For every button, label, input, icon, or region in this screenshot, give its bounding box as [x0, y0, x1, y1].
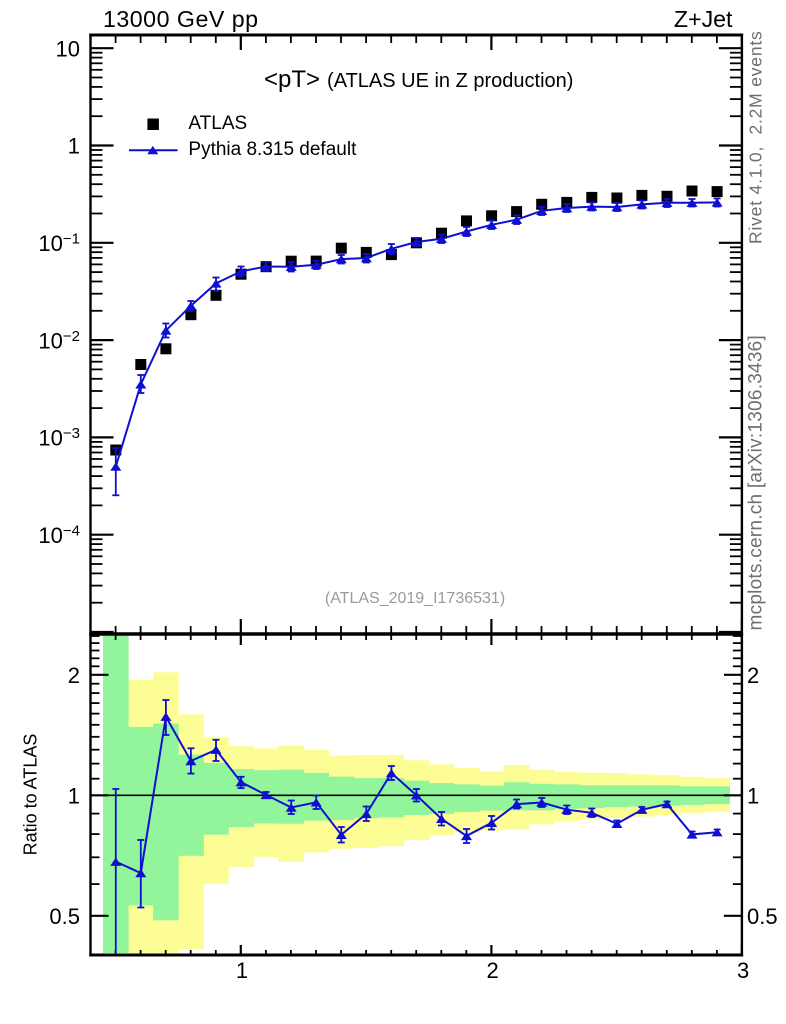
svg-text:2: 2 [747, 663, 759, 688]
svg-text:10−2: 10−2 [38, 328, 80, 354]
svg-text:2: 2 [68, 663, 80, 688]
svg-text:(ATLAS_2019_I1736531): (ATLAS_2019_I1736531) [325, 590, 505, 607]
svg-text:ATLAS: ATLAS [188, 113, 247, 134]
svg-text:1: 1 [68, 784, 80, 809]
svg-text:mcplots.cern.ch [arXiv:1306.34: mcplots.cern.ch [arXiv:1306.3436] [746, 335, 767, 631]
svg-text:Ratio to ATLAS: Ratio to ATLAS [21, 734, 41, 856]
svg-text:0.5: 0.5 [49, 904, 80, 929]
svg-text:Z+Jet: Z+Jet [674, 6, 733, 32]
svg-text:Rivet 4.1.0, 2.2M events: Rivet 4.1.0, 2.2M events [746, 30, 766, 244]
svg-text:0.5: 0.5 [747, 904, 778, 929]
svg-text:1: 1 [236, 958, 248, 983]
svg-text:1: 1 [68, 134, 80, 159]
svg-text:1: 1 [747, 784, 759, 809]
svg-text:Pythia 8.315 default: Pythia 8.315 default [188, 139, 357, 160]
svg-text:10: 10 [56, 36, 80, 61]
svg-text:13000 GeV pp: 13000 GeV pp [103, 6, 259, 32]
svg-text:<pT>(ATLAS UE in Z production): <pT> (ATLAS UE in Z production) [264, 66, 573, 93]
svg-text:3: 3 [737, 958, 749, 983]
svg-text:2: 2 [486, 958, 498, 983]
